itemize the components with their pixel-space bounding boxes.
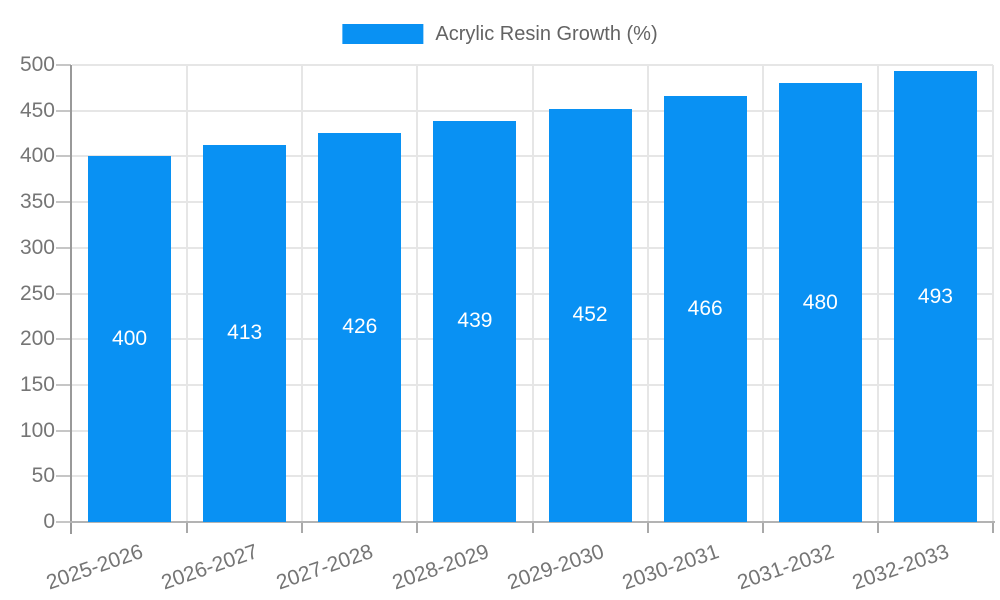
y-axis-label: 250 (19, 281, 55, 305)
y-axis-tick (56, 201, 71, 204)
legend-swatch (342, 24, 424, 44)
x-axis-tick (531, 523, 534, 533)
y-axis-tick (56, 155, 71, 158)
bar[interactable] (663, 96, 747, 522)
bar-value-label: 413 (227, 321, 263, 345)
x-axis-tick (186, 523, 189, 533)
x-axis-label: 2032-2033 (849, 540, 952, 595)
bar[interactable] (203, 144, 287, 522)
bar[interactable] (778, 83, 862, 522)
bar[interactable] (433, 120, 517, 522)
x-axis-tick (416, 523, 419, 533)
x-gridline (186, 65, 189, 522)
x-axis-label: 2025-2026 (43, 540, 147, 595)
y-axis-tick (56, 429, 71, 432)
y-axis-line (70, 65, 72, 534)
y-axis-tick (56, 109, 71, 112)
bar[interactable] (893, 71, 977, 522)
y-axis-tick (56, 292, 71, 295)
x-axis-label: 2026-2027 (158, 540, 262, 595)
y-axis-label: 400 (19, 144, 55, 168)
y-axis-label: 150 (19, 372, 55, 396)
bar-value-label: 439 (457, 309, 493, 333)
x-axis-label: 2027-2028 (273, 540, 377, 595)
bar-value-label: 400 (112, 327, 148, 351)
y-axis-tick (56, 383, 71, 386)
y-axis-tick (56, 521, 71, 523)
y-axis-label: 300 (19, 235, 55, 259)
y-axis-label: 450 (19, 98, 55, 122)
x-gridline (301, 65, 304, 522)
x-gridline (531, 65, 534, 522)
bar[interactable] (548, 108, 632, 522)
y-axis-label: 50 (31, 464, 55, 488)
x-gridline (992, 65, 994, 522)
x-axis-tick (992, 523, 994, 533)
x-axis-tick (646, 523, 649, 533)
x-axis-label: 2029-2030 (504, 540, 607, 595)
x-axis-label: 2028-2029 (388, 540, 492, 595)
y-axis-label: 0 (43, 510, 55, 533)
bar-value-label: 466 (687, 297, 723, 321)
x-gridline (761, 65, 764, 522)
bar-value-label: 426 (342, 315, 378, 339)
bar-value-label: 452 (572, 303, 608, 327)
legend: Acrylic Resin Growth (%) (342, 21, 658, 47)
x-axis-tick (761, 523, 764, 533)
bar-value-label: 480 (802, 290, 838, 314)
y-axis-tick (56, 475, 71, 478)
legend-label: Acrylic Resin Growth (%) (435, 22, 658, 45)
x-axis-tick (301, 523, 304, 533)
bar-value-label: 493 (917, 284, 953, 308)
y-axis-label: 100 (19, 418, 55, 442)
x-gridline (416, 65, 419, 522)
x-axis-tick (876, 523, 879, 533)
bar[interactable] (88, 156, 172, 522)
x-axis-label: 2031-2032 (734, 540, 837, 595)
x-gridline (646, 65, 649, 522)
y-axis-label: 350 (19, 190, 55, 214)
y-axis-label: 500 (19, 53, 55, 76)
x-axis-line (70, 521, 995, 523)
x-axis-label: 2030-2031 (619, 540, 722, 595)
y-axis-tick (56, 246, 71, 249)
y-axis-tick (56, 64, 71, 66)
x-gridline (876, 65, 879, 522)
y-axis-tick (56, 338, 71, 341)
bar[interactable] (318, 132, 402, 522)
y-axis-label: 200 (19, 327, 55, 351)
